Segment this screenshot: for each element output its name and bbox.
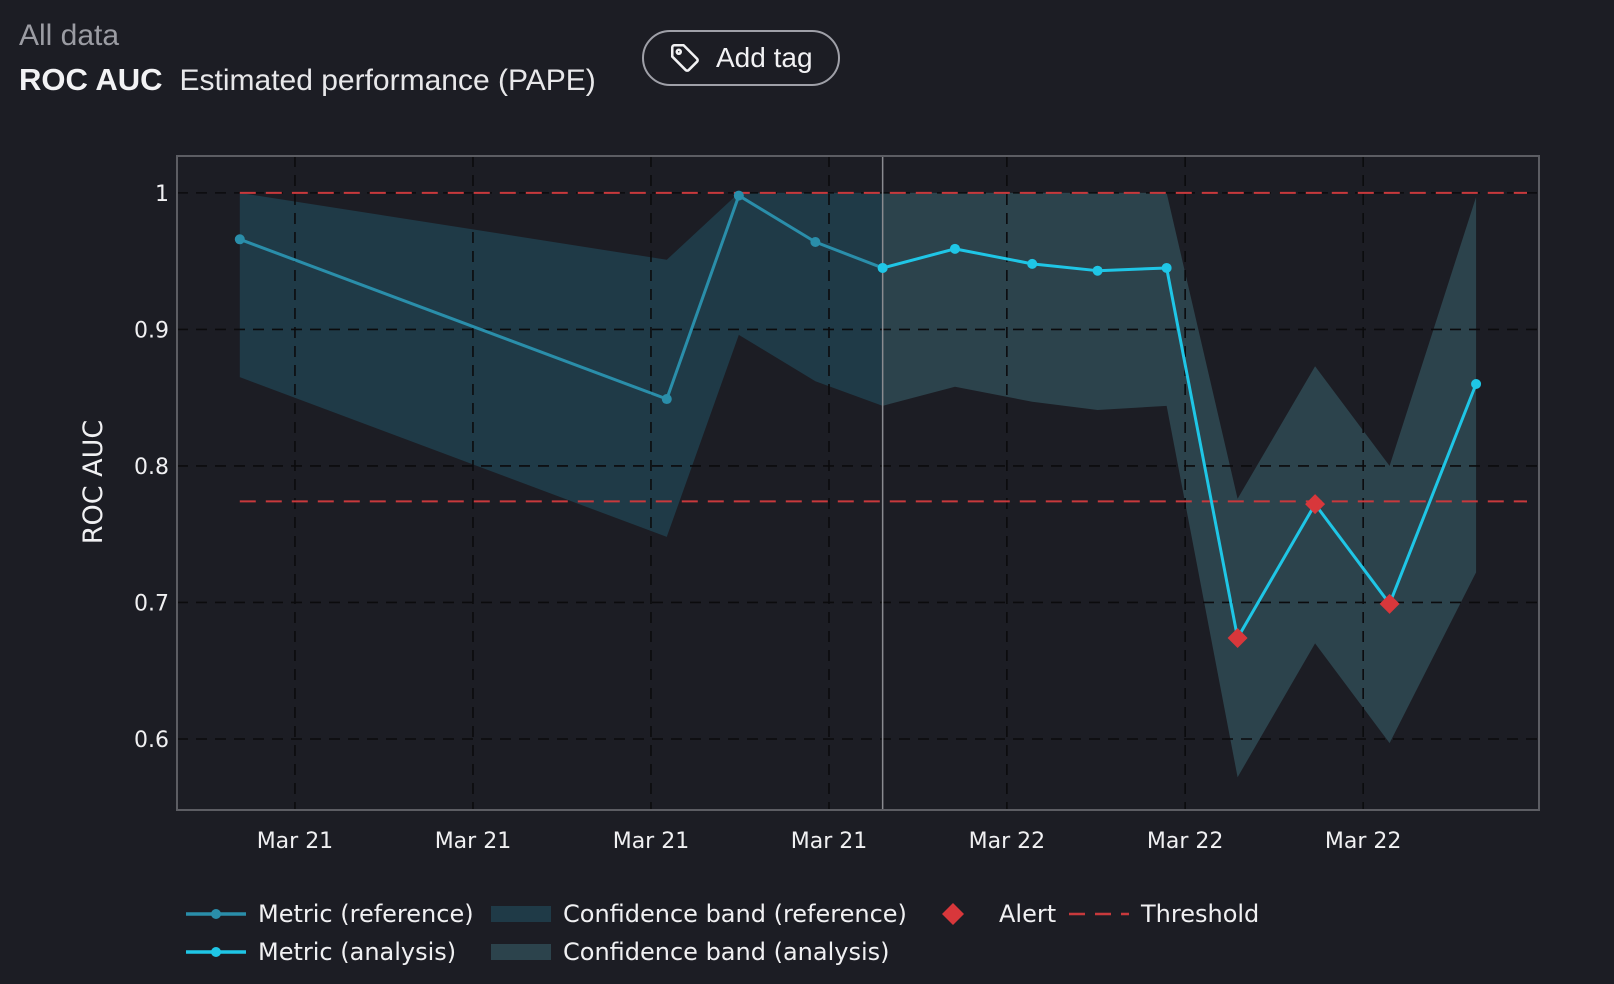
legend-alert[interactable]: Alert bbox=[941, 900, 1069, 928]
legend-threshold-label: Threshold bbox=[1141, 900, 1260, 928]
metric-point-reference[interactable] bbox=[661, 394, 672, 405]
y-tick-label: 0.6 bbox=[134, 728, 169, 753]
metric-point-analysis[interactable] bbox=[1092, 265, 1103, 276]
y-tick-label: 0.9 bbox=[134, 318, 169, 343]
legend-metric-analysis-swatch bbox=[186, 947, 246, 957]
alert-marker[interactable] bbox=[1305, 494, 1326, 515]
legend: Metric (reference) Confidence band (refe… bbox=[186, 900, 1279, 966]
metric-point-reference[interactable] bbox=[733, 190, 744, 201]
metric-subtitle: Estimated performance (PAPE) bbox=[179, 64, 596, 97]
tag-icon bbox=[670, 43, 699, 72]
legend-metric-analysis[interactable]: Metric (analysis) bbox=[186, 938, 491, 966]
alert-diamond-icon bbox=[942, 903, 964, 925]
metric-name: ROC AUC bbox=[19, 62, 163, 97]
add-tag-label: Add tag bbox=[716, 42, 813, 73]
alert-marker[interactable] bbox=[1227, 627, 1248, 648]
y-tick-label: 0.8 bbox=[134, 455, 169, 480]
y-axis-label: ROC AUC bbox=[78, 420, 109, 545]
x-tick-label: Mar 21 bbox=[791, 829, 868, 854]
legend-band-analysis-label: Confidence band (analysis) bbox=[563, 938, 890, 966]
legend-band-analysis-swatch bbox=[491, 944, 551, 960]
legend-metric-reference[interactable]: Metric (reference) bbox=[186, 900, 491, 928]
legend-metric-reference-label: Metric (reference) bbox=[258, 900, 474, 928]
x-tick-label: Mar 21 bbox=[435, 829, 512, 854]
metric-point-reference[interactable] bbox=[810, 237, 821, 248]
x-tick-label: Mar 21 bbox=[613, 829, 690, 854]
legend-alert-label: Alert bbox=[999, 900, 1057, 928]
header: All data bbox=[19, 16, 119, 56]
legend-threshold-swatch bbox=[1069, 912, 1129, 916]
legend-band-analysis[interactable]: Confidence band (analysis) bbox=[491, 938, 941, 966]
metric-point-analysis[interactable] bbox=[1027, 258, 1038, 269]
x-tick-label: Mar 22 bbox=[969, 829, 1046, 854]
y-tick-label: 1 bbox=[155, 182, 169, 207]
x-tick-label: Mar 21 bbox=[257, 829, 334, 854]
breadcrumb[interactable]: All data bbox=[19, 19, 120, 52]
metric-point-analysis[interactable] bbox=[877, 262, 888, 273]
confidence-band-reference[interactable] bbox=[239, 192, 883, 537]
x-tick-label: Mar 22 bbox=[1325, 829, 1402, 854]
roc-auc-chart[interactable]: 0.6 0.7 0.8 0.9 1 Mar 21 Mar 21 Mar 21 Mar 21 Mar… bbox=[0, 0, 1614, 880]
legend-band-reference-label: Confidence band (reference) bbox=[563, 900, 907, 928]
add-tag-button[interactable]: Add tag bbox=[642, 30, 840, 86]
legend-metric-reference-swatch bbox=[186, 909, 246, 919]
legend-threshold[interactable]: Threshold bbox=[1069, 900, 1279, 928]
legend-band-reference[interactable]: Confidence band (reference) bbox=[491, 900, 941, 928]
confidence-band-analysis[interactable] bbox=[882, 192, 1477, 778]
metric-point-analysis[interactable] bbox=[1471, 379, 1482, 390]
plot-border bbox=[176, 155, 1540, 811]
metric-point-analysis[interactable] bbox=[949, 243, 960, 254]
metric-point-analysis[interactable] bbox=[1161, 262, 1172, 273]
metric-point-reference[interactable] bbox=[234, 234, 245, 245]
legend-metric-analysis-label: Metric (analysis) bbox=[258, 938, 457, 966]
alert-marker[interactable] bbox=[1379, 593, 1400, 614]
legend-band-reference-swatch bbox=[491, 906, 551, 922]
title-row: ROC AUC Estimated performance (PAPE) bbox=[19, 62, 596, 98]
x-tick-label: Mar 22 bbox=[1147, 829, 1224, 854]
y-tick-label: 0.7 bbox=[134, 591, 169, 616]
